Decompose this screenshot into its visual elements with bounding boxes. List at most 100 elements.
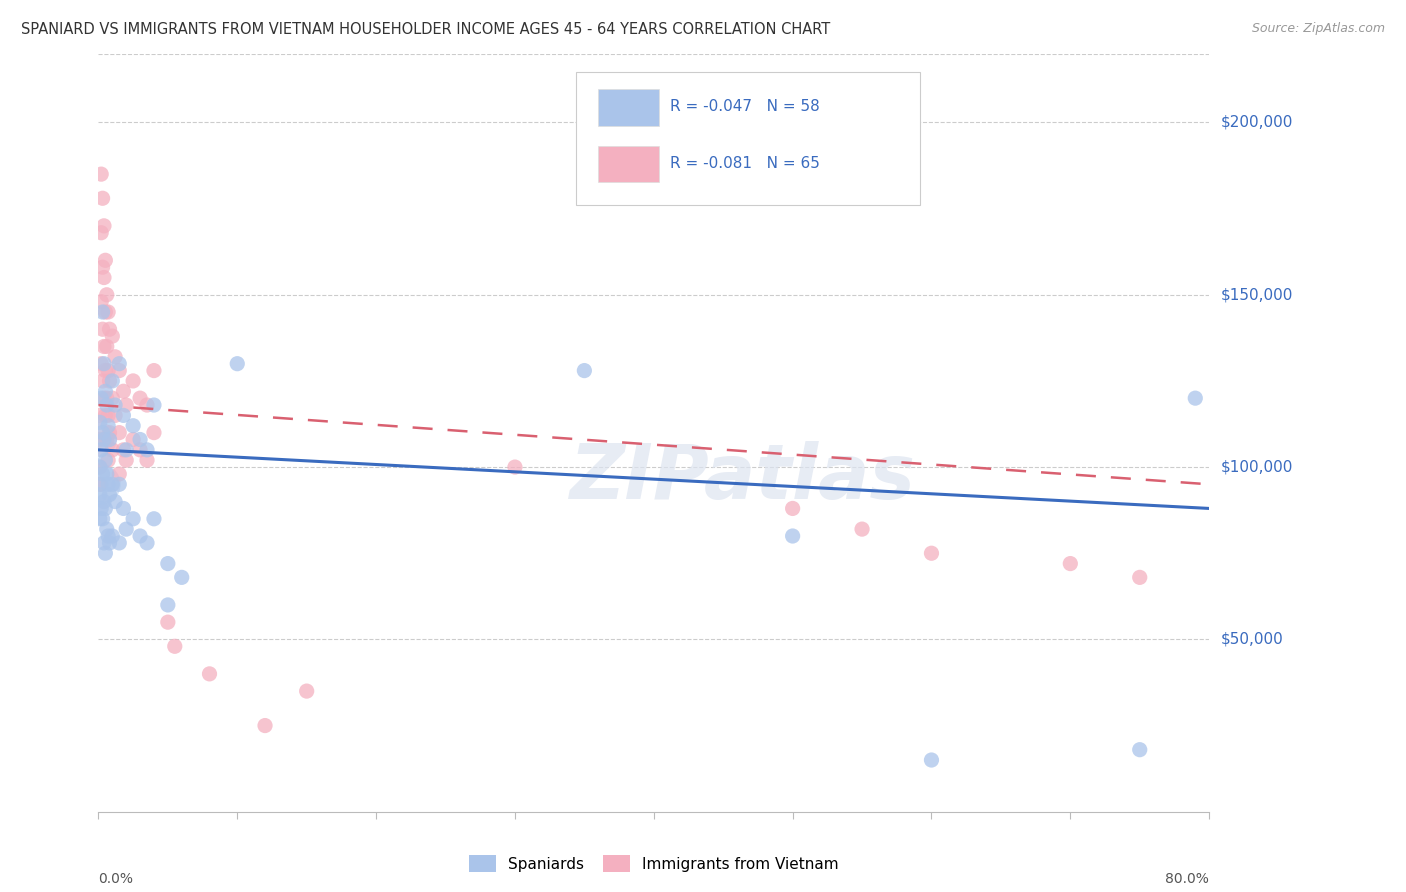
Point <box>97 305 120 319</box>
Point <box>782 501 804 516</box>
Text: $150,000: $150,000 <box>1220 287 1292 302</box>
Point <box>91 260 114 275</box>
Point <box>89 433 111 447</box>
Point <box>136 442 159 457</box>
Text: 0.0%: 0.0% <box>98 872 134 887</box>
Point <box>93 433 115 447</box>
Point <box>93 357 115 371</box>
Point <box>129 433 152 447</box>
Point <box>1129 570 1152 584</box>
Point <box>101 477 124 491</box>
Point <box>101 329 124 343</box>
Point <box>98 433 121 447</box>
Point <box>98 322 121 336</box>
Point <box>170 570 193 584</box>
Point <box>96 467 118 481</box>
Point <box>89 488 111 502</box>
Point <box>101 529 124 543</box>
Point <box>112 501 135 516</box>
Point <box>91 512 114 526</box>
Point <box>1059 557 1081 571</box>
Point <box>96 287 118 301</box>
Point <box>93 494 115 508</box>
Point <box>93 339 115 353</box>
Point <box>96 391 118 405</box>
Point <box>97 477 120 491</box>
Point <box>143 512 166 526</box>
Point <box>96 339 118 353</box>
Point <box>129 391 152 405</box>
Point <box>156 557 179 571</box>
Point <box>112 384 135 399</box>
FancyBboxPatch shape <box>599 89 659 126</box>
Point <box>503 460 526 475</box>
Point <box>156 598 179 612</box>
Text: R = -0.047   N = 58: R = -0.047 N = 58 <box>671 99 820 114</box>
Point <box>89 433 111 447</box>
Point <box>90 442 112 457</box>
Point <box>98 425 121 440</box>
Text: SPANIARD VS IMMIGRANTS FROM VIETNAM HOUSEHOLDER INCOME AGES 45 - 64 YEARS CORREL: SPANIARD VS IMMIGRANTS FROM VIETNAM HOUS… <box>21 22 831 37</box>
Point <box>115 442 138 457</box>
Point <box>122 374 145 388</box>
Point <box>89 409 111 423</box>
Point <box>112 442 135 457</box>
Point <box>101 374 124 388</box>
Point <box>90 391 112 405</box>
Point <box>122 512 145 526</box>
Point <box>920 546 942 560</box>
Point <box>94 363 117 377</box>
Point <box>295 684 318 698</box>
Point <box>122 418 145 433</box>
Point <box>101 442 124 457</box>
FancyBboxPatch shape <box>599 146 659 183</box>
Point <box>97 409 120 423</box>
Point <box>1184 391 1206 405</box>
Point <box>90 357 112 371</box>
Point <box>97 418 120 433</box>
Point <box>108 425 131 440</box>
Point <box>129 529 152 543</box>
Point <box>129 442 152 457</box>
Point <box>253 718 276 732</box>
Point <box>91 322 114 336</box>
Point <box>115 453 138 467</box>
Point <box>93 536 115 550</box>
Point <box>98 488 121 502</box>
Point <box>94 305 117 319</box>
Point <box>98 374 121 388</box>
Point <box>96 433 118 447</box>
Point <box>90 501 112 516</box>
Point <box>90 226 112 240</box>
Point <box>91 305 114 319</box>
Point <box>90 477 112 491</box>
Point <box>89 460 111 475</box>
Point <box>94 501 117 516</box>
Point <box>94 384 117 399</box>
Point <box>94 546 117 560</box>
Point <box>122 433 145 447</box>
Point <box>136 536 159 550</box>
Point <box>108 357 131 371</box>
Point <box>97 453 120 467</box>
Point <box>91 425 114 440</box>
Point <box>104 409 127 423</box>
Legend: Spaniards, Immigrants from Vietnam: Spaniards, Immigrants from Vietnam <box>461 847 846 880</box>
Point <box>94 253 117 268</box>
Point <box>89 460 111 475</box>
Point <box>94 453 117 467</box>
Point <box>94 409 117 423</box>
Point <box>143 425 166 440</box>
Point <box>143 363 166 377</box>
Point <box>104 398 127 412</box>
Point <box>89 415 111 429</box>
Point <box>198 666 221 681</box>
Point <box>108 477 131 491</box>
FancyBboxPatch shape <box>576 72 921 205</box>
Point <box>104 494 127 508</box>
Point <box>156 615 179 630</box>
Point <box>143 398 166 412</box>
Point <box>574 363 596 377</box>
Point <box>101 391 124 405</box>
Point <box>89 477 111 491</box>
